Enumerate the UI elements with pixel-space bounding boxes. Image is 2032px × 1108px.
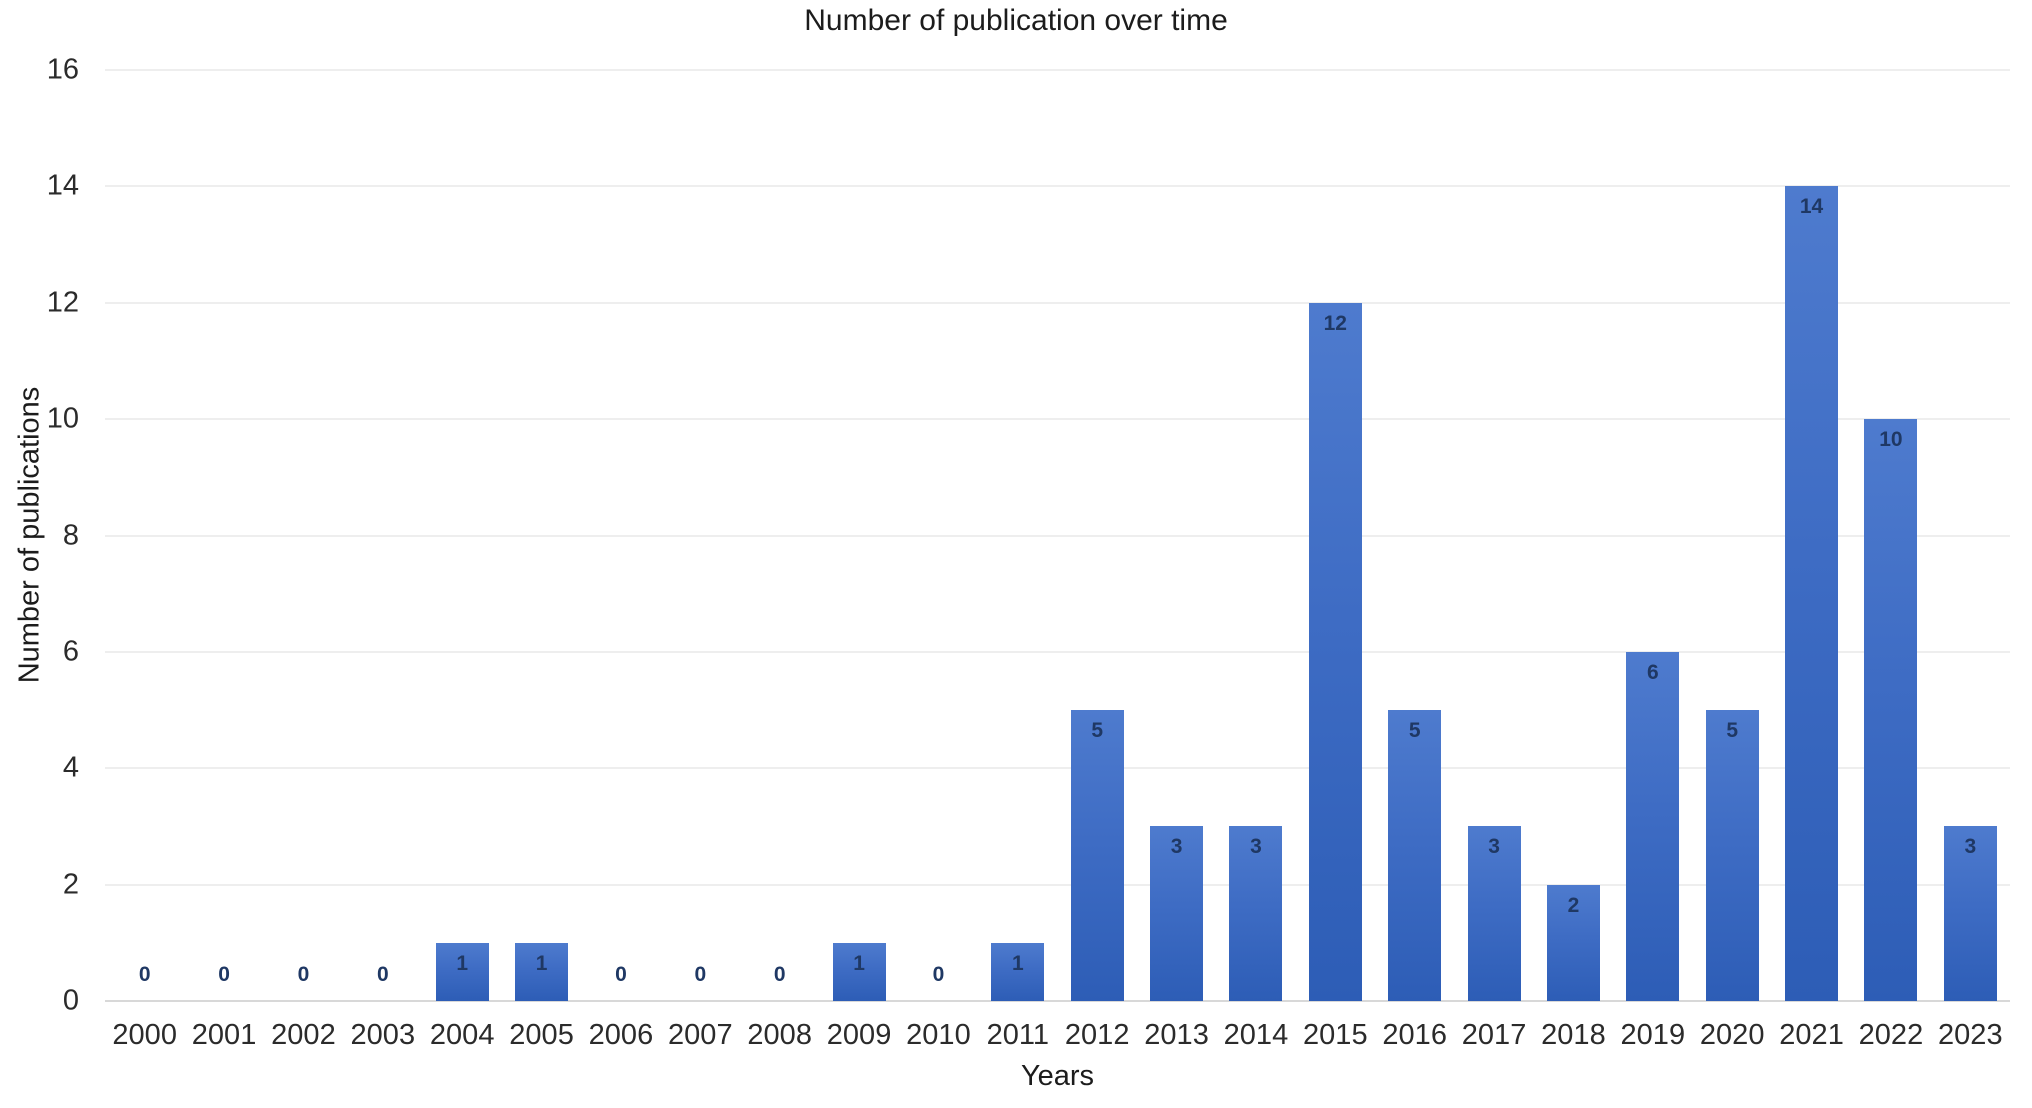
x-tick-label: 2022 bbox=[1858, 1019, 1924, 1051]
gridline bbox=[105, 301, 2010, 304]
x-tick-label: 2005 bbox=[509, 1019, 574, 1051]
bar-value-label: 0 bbox=[218, 963, 230, 986]
bar-value-label: 1 bbox=[1011, 951, 1024, 975]
x-tick-label: 2007 bbox=[668, 1019, 733, 1051]
bar: 1 bbox=[515, 942, 569, 1001]
bar: 10 bbox=[1864, 419, 1918, 1001]
bar-value-label: 5 bbox=[1408, 719, 1421, 743]
gridline bbox=[105, 767, 2010, 770]
bar-value-label: 3 bbox=[1170, 835, 1183, 859]
bar-value-label: 3 bbox=[1964, 835, 1977, 859]
bar-value-label: 5 bbox=[1091, 719, 1104, 743]
plot-area: 0 2 4 6 8 10 12 14 16 0 2000 0 2001 0 2002 0 2003 1 2004 1 2… bbox=[47, 54, 2010, 1051]
bar-value-label: 0 bbox=[773, 963, 786, 986]
gridline bbox=[105, 534, 2010, 537]
bar-value-label: 1 bbox=[535, 951, 548, 975]
x-tick-label: 2000 bbox=[112, 1019, 177, 1051]
bar: 6 bbox=[1626, 651, 1680, 1001]
bar-value-label: 0 bbox=[694, 963, 707, 986]
x-tick-label: 2002 bbox=[271, 1019, 336, 1051]
y-tick-label: 6 bbox=[62, 635, 79, 668]
y-tick-label: 12 bbox=[46, 286, 79, 319]
gridline bbox=[105, 418, 2010, 421]
gridline bbox=[105, 185, 2010, 188]
bar-value-label: 2 bbox=[1567, 893, 1580, 917]
bar: 3 bbox=[1229, 826, 1283, 1001]
y-tick-label: 2 bbox=[62, 868, 79, 901]
bar-value-label: 5 bbox=[1726, 719, 1739, 743]
bar-value-label: 10 bbox=[1879, 428, 1903, 452]
x-tick-label: 2006 bbox=[588, 1019, 654, 1051]
bar-value-label: 0 bbox=[932, 963, 945, 986]
x-tick-label: 2013 bbox=[1144, 1019, 1209, 1051]
x-tick-label: 2017 bbox=[1461, 1019, 1527, 1051]
bar: 2 bbox=[1546, 884, 1600, 1001]
chart-title: Number of publication over time bbox=[804, 4, 1228, 37]
x-tick-label: 2011 bbox=[986, 1019, 1049, 1051]
x-tick-label: 2014 bbox=[1223, 1019, 1289, 1051]
bar-value-label: 6 bbox=[1646, 660, 1659, 684]
x-tick-label: 2015 bbox=[1303, 1019, 1368, 1051]
x-tick-label: 2016 bbox=[1382, 1019, 1447, 1051]
gridline bbox=[105, 650, 2010, 653]
y-tick-label: 10 bbox=[46, 402, 79, 435]
bar-value-label: 3 bbox=[1250, 835, 1262, 859]
x-axis-line bbox=[105, 1000, 2010, 1002]
y-axis-title: Number of publications bbox=[13, 386, 46, 684]
y-tick-label: 8 bbox=[62, 519, 79, 551]
bar: 1 bbox=[832, 942, 886, 1001]
x-tick-label: 2019 bbox=[1620, 1019, 1686, 1051]
x-tick-label: 2020 bbox=[1699, 1019, 1765, 1051]
bar: 12 bbox=[1308, 302, 1362, 1001]
bar-value-label: 1 bbox=[456, 951, 469, 975]
bar-value-label: 12 bbox=[1323, 311, 1347, 335]
x-tick-label: 2001 bbox=[191, 1019, 257, 1051]
bar-value-label: 0 bbox=[297, 963, 310, 986]
bar-value-label: 0 bbox=[615, 963, 627, 986]
x-tick-label: 2004 bbox=[429, 1019, 495, 1051]
bar: 5 bbox=[1388, 710, 1442, 1001]
bar: 1 bbox=[991, 942, 1045, 1001]
bar: 3 bbox=[1467, 826, 1521, 1001]
x-axis-title: Years bbox=[1020, 1060, 1095, 1092]
x-tick-label: 2018 bbox=[1541, 1019, 1606, 1051]
bar: 3 bbox=[1150, 826, 1204, 1001]
x-tick-label: 2008 bbox=[747, 1019, 812, 1051]
bar-value-label: 0 bbox=[138, 963, 151, 986]
x-tick-label: 2010 bbox=[906, 1019, 971, 1051]
x-tick-label: 2009 bbox=[826, 1019, 892, 1051]
gridline bbox=[105, 883, 2010, 886]
x-tick-label: 2003 bbox=[350, 1019, 416, 1051]
gridline bbox=[105, 69, 2010, 71]
bar-value-label: 1 bbox=[853, 951, 865, 975]
bar: 3 bbox=[1943, 826, 1997, 1001]
bar-value-label: 3 bbox=[1488, 835, 1500, 859]
y-tick-label: 0 bbox=[62, 984, 79, 1017]
bar-value-label: 14 bbox=[1799, 195, 1824, 219]
x-tick-label: 2021 bbox=[1779, 1019, 1844, 1051]
bar: 5 bbox=[1070, 710, 1124, 1001]
x-tick-label: 2012 bbox=[1064, 1019, 1130, 1051]
bar: 1 bbox=[435, 942, 489, 1001]
y-tick-label: 4 bbox=[62, 751, 79, 784]
bar-value-label: 0 bbox=[376, 963, 389, 986]
y-tick-label: 16 bbox=[46, 53, 79, 86]
y-tick-label: 14 bbox=[46, 169, 79, 202]
bar: 14 bbox=[1785, 186, 1839, 1001]
bar: 5 bbox=[1705, 710, 1759, 1001]
x-tick-label: 2023 bbox=[1938, 1019, 2003, 1051]
